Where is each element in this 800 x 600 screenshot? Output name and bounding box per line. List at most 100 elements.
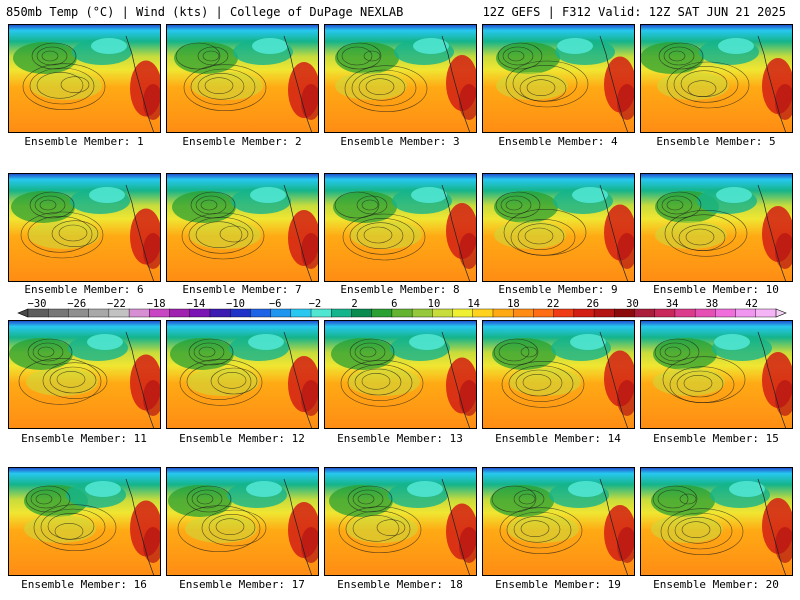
member-map-panel — [166, 320, 319, 429]
colorbar-swatch — [694, 308, 716, 318]
colorbar-tick-label: 14 — [467, 298, 481, 310]
colorbar-swatch — [512, 308, 534, 318]
member-label: Ensemble Member: 20 — [653, 578, 779, 591]
colorbar-tick-label: −6 — [268, 298, 282, 310]
colorbar-swatch — [674, 308, 696, 318]
member-label: Ensemble Member: 17 — [179, 578, 305, 591]
member-label: Ensemble Member: 4 — [498, 135, 618, 148]
colorbar-swatch — [149, 308, 171, 318]
colorbar-tick-label: 6 — [391, 298, 398, 310]
colorbar-swatch — [229, 308, 251, 318]
colorbar-tick-label: −2 — [308, 298, 322, 310]
colorbar-swatch — [533, 308, 555, 318]
colorbar-tick-label: 30 — [626, 298, 639, 310]
colorbar-tick-label: 26 — [586, 298, 600, 310]
member-map-panel — [324, 173, 477, 282]
member-map-panel — [640, 24, 793, 133]
colorbar-swatch — [593, 308, 615, 318]
member-label: Ensemble Member: 19 — [495, 578, 621, 591]
member-map-panel — [482, 320, 635, 429]
colorbar-tick-label: 42 — [745, 298, 758, 310]
member-label: Ensemble Member: 2 — [182, 135, 302, 148]
colorbar-swatch — [331, 308, 352, 318]
colorbar-swatch — [715, 308, 737, 318]
colorbar-swatch — [634, 308, 656, 318]
colorbar-tick-label: 34 — [665, 298, 679, 310]
member-map-panel — [324, 24, 477, 133]
colorbar-swatch — [735, 308, 757, 318]
member-map-panel — [324, 467, 477, 576]
colorbar-swatch — [128, 308, 150, 318]
member-map-panel — [166, 173, 319, 282]
member-label: Ensemble Member: 3 — [340, 135, 460, 148]
member-label: Ensemble Member: 1 — [24, 135, 144, 148]
member-label: Ensemble Member: 11 — [21, 432, 147, 445]
colorbar-tick-label: −14 — [186, 298, 206, 310]
colorbar-tick-label: 2 — [351, 298, 358, 310]
product-title: 850mb Temp (°C) | Wind (kts) | College o… — [6, 5, 404, 19]
colorbar-tick-label: 10 — [427, 298, 441, 310]
colorbar-swatch — [169, 308, 191, 318]
member-map-panel — [482, 467, 635, 576]
colorbar-swatch — [270, 308, 292, 318]
member-label: Ensemble Member: 8 — [340, 283, 460, 296]
member-map-panel — [640, 173, 793, 282]
member-label: Ensemble Member: 12 — [179, 432, 305, 445]
member-label: Ensemble Member: 14 — [495, 432, 621, 445]
member-map-panel — [8, 173, 161, 282]
colorbar-swatch — [654, 308, 676, 318]
colorbar-swatch — [371, 308, 393, 318]
colorbar-swatch — [310, 308, 332, 318]
member-label: Ensemble Member: 5 — [656, 135, 776, 148]
colorbar-swatch — [755, 308, 777, 318]
colorbar-swatch — [472, 308, 494, 318]
colorbar-tick-label: −22 — [106, 298, 126, 310]
colorbar-tick-label: 38 — [705, 298, 719, 310]
colorbar-tick-label: −30 — [27, 298, 47, 310]
colorbar-tick-label: 22 — [546, 298, 560, 310]
colorbar-swatch — [27, 308, 49, 318]
colorbar-tick-label: 18 — [507, 298, 520, 310]
colorbar-tick-label: −10 — [226, 298, 245, 310]
member-map-panel — [482, 173, 635, 282]
member-label: Ensemble Member: 15 — [653, 432, 779, 445]
colorbar-swatch — [351, 308, 373, 318]
colorbar-swatch — [492, 308, 514, 318]
colorbar-swatch — [452, 308, 474, 318]
colorbar-swatch — [189, 308, 211, 318]
colorbar-tick-label: −26 — [67, 298, 87, 310]
member-map-panel — [8, 320, 161, 429]
colorbar-swatch — [88, 308, 110, 318]
member-map-panel — [640, 467, 793, 576]
member-label: Ensemble Member: 6 — [24, 283, 144, 296]
colorbar-swatch — [391, 308, 413, 318]
colorbar-swatch — [614, 308, 635, 318]
colorbar-swatch — [68, 308, 90, 318]
colorbar-swatch — [48, 308, 69, 318]
member-map-panel — [166, 24, 319, 133]
member-label: Ensemble Member: 16 — [21, 578, 147, 591]
colorbar-swatch — [250, 308, 272, 318]
valid-time: 12Z GEFS | F312 Valid: 12Z SAT JUN 21 20… — [482, 5, 786, 19]
colorbar-low-arrow — [17, 308, 29, 318]
member-map-panel — [324, 320, 477, 429]
colorbar-swatch — [432, 308, 454, 318]
colorbar-swatch — [573, 308, 595, 318]
colorbar-swatch — [411, 308, 433, 318]
colorbar-swatch — [290, 308, 312, 318]
member-label: Ensemble Member: 9 — [498, 283, 618, 296]
member-label: Ensemble Member: 18 — [337, 578, 463, 591]
member-label: Ensemble Member: 13 — [337, 432, 463, 445]
colorbar-swatch — [553, 308, 575, 318]
member-map-panel — [8, 24, 161, 133]
member-map-panel — [482, 24, 635, 133]
member-map-panel — [640, 320, 793, 429]
colorbar-tick-label: −18 — [146, 298, 166, 310]
colorbar-swatch — [209, 308, 231, 318]
member-map-panel — [8, 467, 161, 576]
member-map-panel — [166, 467, 319, 576]
member-label: Ensemble Member: 10 — [653, 283, 779, 296]
colorbar-swatch — [108, 308, 130, 318]
member-label: Ensemble Member: 7 — [182, 283, 302, 296]
colorbar-high-arrow — [775, 308, 787, 318]
